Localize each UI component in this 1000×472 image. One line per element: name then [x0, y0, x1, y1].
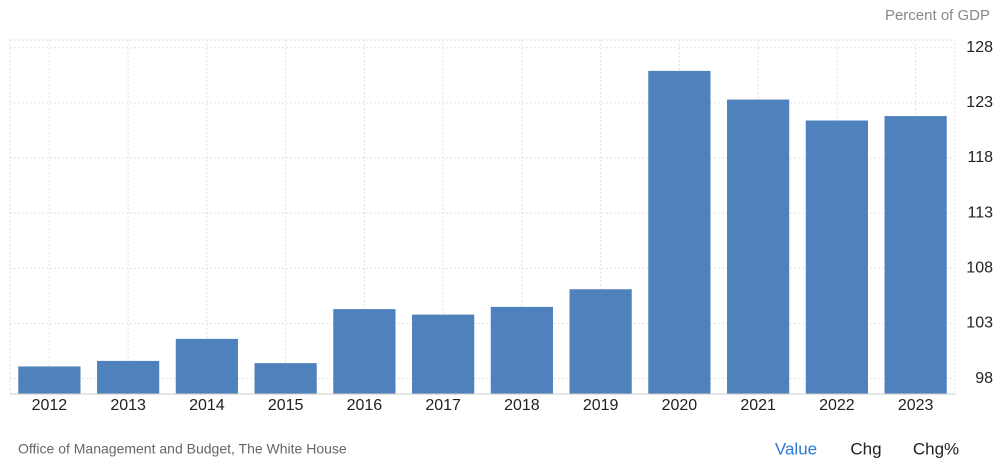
bar — [412, 314, 475, 394]
plot-border — [9, 39, 956, 395]
source: Office of Management and Budget, The Whi… — [18, 441, 347, 457]
bar — [97, 360, 160, 394]
x-tick-label: 2015 — [268, 397, 304, 414]
y-tick-label: 128 — [966, 39, 993, 56]
x-tick-label: 2019 — [583, 397, 619, 414]
x-tick-label: 2013 — [110, 397, 146, 414]
value-button[interactable]: Value — [775, 439, 817, 458]
x-tick-label: 2014 — [189, 397, 225, 414]
bar — [18, 366, 81, 394]
y-axis-label: Percent of GDP — [885, 7, 990, 24]
bar — [569, 289, 632, 394]
y-tick-label: 103 — [966, 315, 993, 332]
x-tick-label: 2012 — [32, 397, 68, 414]
y-tick-label: 108 — [966, 259, 993, 276]
x-tick-label: 2016 — [347, 397, 383, 414]
bar — [333, 309, 396, 394]
y-tick-label: 113 — [967, 204, 993, 221]
x-tick-label: 2017 — [425, 397, 461, 414]
x-tick-label: 2023 — [898, 397, 934, 414]
y-tick-label: 123 — [966, 94, 993, 111]
bar — [727, 99, 790, 395]
bar — [884, 116, 947, 395]
change-button[interactable]: Chg — [850, 439, 881, 458]
x-tick-label: 2020 — [662, 397, 698, 414]
bar — [805, 120, 868, 394]
bar — [175, 338, 238, 394]
y-tick-label: 98 — [975, 370, 993, 387]
bar — [490, 306, 553, 394]
bar — [648, 70, 711, 394]
x-tick-label: 2018 — [504, 397, 540, 414]
x-tick-label: 2021 — [740, 397, 776, 414]
x-tick-label: 2022 — [819, 397, 855, 414]
change-percent-button[interactable]: Chg% — [913, 439, 959, 458]
bar — [254, 363, 317, 394]
y-tick-label: 118 — [967, 149, 993, 166]
